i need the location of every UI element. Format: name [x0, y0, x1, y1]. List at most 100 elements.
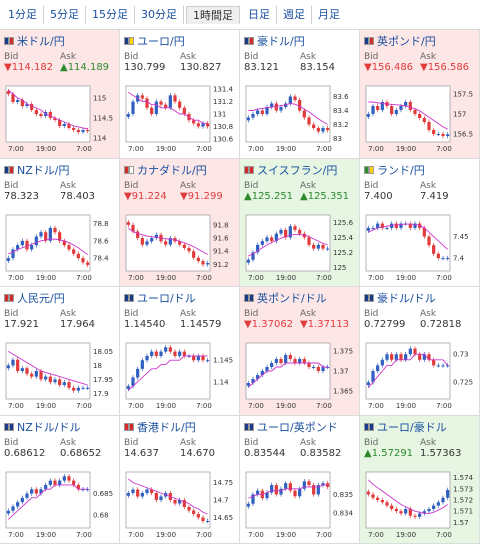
ask-value: 130.827: [180, 62, 222, 73]
pair-card[interactable]: 英ポンド/ドル Bid Ask ▼1.37062 ▼1.37113 1.375 1.37 1.…: [240, 287, 360, 416]
pair-title[interactable]: NZドル/ドル: [4, 420, 80, 434]
y-tick-label: 91.8: [213, 221, 229, 229]
pair-name: ユーロ/円: [137, 35, 185, 48]
candle-body: [16, 244, 20, 249]
pair-title[interactable]: ユーロ/英ポンド: [244, 420, 338, 434]
candle-body: [251, 379, 255, 383]
ask-value: ▼1.37113: [300, 319, 350, 330]
candle-body: [279, 107, 283, 111]
bid-label: Bid: [4, 52, 19, 62]
y-tick-label: 83.6: [333, 93, 349, 101]
candle-body: [44, 376, 48, 380]
candle-body: [394, 508, 398, 511]
ask-label: Ask: [180, 309, 197, 319]
candle-body: [196, 513, 200, 517]
candle-body: [288, 355, 292, 359]
pair-card[interactable]: カナダドル/円 Bid Ask ▼91.224 ▼91.299 91.8 91.6 91.4 9…: [120, 158, 240, 287]
pair-title[interactable]: 人民元/円: [4, 291, 65, 305]
candle-body: [25, 493, 29, 498]
candle-body: [20, 240, 24, 245]
pair-title[interactable]: 豪ドル/円: [244, 34, 305, 48]
candle-body: [366, 114, 370, 117]
candle-body: [270, 484, 274, 493]
pair-title[interactable]: カナダドル/円: [124, 163, 207, 177]
y-tick-label: 14.75: [213, 479, 233, 487]
candle-body: [366, 491, 370, 494]
x-tick-label: 7:00: [76, 402, 92, 410]
candle-body: [293, 359, 297, 363]
y-tick-label: 125.6: [333, 218, 354, 226]
y-tick-label: 78.6: [93, 237, 109, 245]
pair-card[interactable]: 英ポンド/円 Bid Ask ▼156.486 ▼156.586 157.5 157 156.…: [360, 30, 480, 159]
candle-body: [150, 237, 154, 241]
candle-body: [58, 231, 62, 241]
tab-1[interactable]: 5分足: [44, 5, 86, 24]
pair-card[interactable]: 人民元/円 Bid Ask 17.921 17.964 18.05 18 17.95 17.9 7…: [0, 287, 120, 416]
y-tick-label: 91.2: [213, 260, 229, 268]
tab-5[interactable]: 日足: [242, 5, 277, 24]
candle-body: [178, 240, 182, 245]
chart-frame: [365, 342, 451, 400]
candle-body: [150, 107, 154, 114]
price-chart: 157.5 157 156.5 7:00 19:00 7:00: [364, 84, 476, 154]
moving-average-line: [368, 223, 448, 250]
ask-label: Ask: [60, 437, 77, 448]
pair-card[interactable]: NZドル/ドル Bid Ask 0.68612 0.68652 0.685 0.68 7:00…: [0, 415, 120, 544]
candle-body: [436, 253, 440, 258]
tab-7[interactable]: 月足: [318, 7, 340, 21]
candle-body: [159, 496, 163, 500]
moving-average-line: [128, 478, 208, 514]
x-tick-label: 7:00: [76, 531, 92, 539]
x-tick-label: 19:00: [36, 145, 56, 153]
pair-card[interactable]: 豪ドル/円 Bid Ask 83.121 83.154 83.6 83.4 83.2 83 7:0…: [240, 30, 360, 159]
bid-value: 78.323: [4, 190, 39, 202]
pair-title[interactable]: ユーロ/円: [124, 34, 185, 48]
candle-body: [446, 134, 450, 136]
y-tick-label: 83.2: [333, 121, 349, 129]
bid-label: Bid: [124, 180, 139, 191]
candle-body: [34, 236, 38, 245]
tab-3[interactable]: 30分足: [135, 5, 184, 24]
pair-title[interactable]: 英ポンド/ドル: [244, 291, 327, 305]
pair-title[interactable]: ランド/円: [364, 163, 425, 177]
pair-card[interactable]: NZドル/円 Bid Ask 78.323 78.403 78.8 78.6 78.4 7:00…: [0, 158, 120, 287]
pair-card[interactable]: ユーロ/豪ドル Bid Ask ▲1.57291 1.57363 1.574 1.573 1.…: [360, 415, 480, 544]
tab-2[interactable]: 15分足: [86, 5, 135, 24]
y-tick-label: 18.05: [93, 348, 113, 356]
pair-title[interactable]: 豪ドル/ドル: [364, 291, 436, 305]
tab-0[interactable]: 1分足: [2, 5, 44, 24]
candle-body: [408, 102, 412, 110]
candle-body: [168, 95, 172, 108]
pair-title[interactable]: ユーロ/豪ドル: [364, 420, 447, 434]
candle-body: [399, 223, 403, 228]
tab-6[interactable]: 週足: [277, 5, 312, 24]
pair-title[interactable]: 香港ドル/円: [124, 420, 196, 434]
pair-card[interactable]: ユーロ/円 Bid Ask 130.799 130.827 131.4 131.2 131 13…: [120, 30, 240, 159]
pair-card[interactable]: ユーロ/英ポンド Bid Ask 0.83544 0.83582 0.835 0.834 7:…: [240, 415, 360, 544]
pair-card[interactable]: ランド/円 Bid Ask 7.400 7.419 7.45 7.4 7:00 19:00 7:0…: [360, 158, 480, 287]
pair-card[interactable]: 米ドル/円 Bid Ask ▼114.182 ▲114.189 115 114.5 114 7:…: [0, 30, 120, 159]
candle-body: [302, 359, 306, 363]
ask-label: Ask: [180, 437, 197, 448]
pair-title[interactable]: 米ドル/円: [4, 34, 65, 48]
pair-card[interactable]: ユーロ/ドル Bid Ask 1.14540 1.14579 1.145 1.14 7:00 1…: [120, 287, 240, 416]
price-chart: 78.8 78.6 78.4 7:00 19:00 7:00: [4, 213, 116, 283]
candle-body: [76, 484, 80, 489]
pair-card[interactable]: 豪ドル/ドル Bid Ask 0.72799 0.72818 0.73 0.725 7:00 1…: [360, 287, 480, 416]
y-tick-label: 130.8: [213, 123, 233, 131]
pair-title[interactable]: 英ポンド/円: [364, 34, 436, 48]
chart-frame: [5, 471, 91, 528]
pair-card[interactable]: スイスフラン/円 Bid Ask ▲125.251 ▲125.351 125.6 125.4…: [240, 158, 360, 287]
pair-title[interactable]: スイスフラン/円: [244, 163, 337, 177]
pair-title[interactable]: NZドル/円: [4, 163, 69, 177]
candle-body: [173, 351, 177, 356]
pair-name: 英ポンド/円: [377, 35, 436, 48]
tab-4[interactable]: 1時間足: [186, 5, 240, 24]
ask-value: ▲125.351: [300, 190, 350, 202]
candle-body: [72, 248, 76, 254]
moving-average-line: [8, 238, 88, 255]
pair-card[interactable]: 香港ドル/円 Bid Ask 14.637 14.670 14.75 14.7 14.65 7:…: [120, 415, 240, 544]
y-tick-label: 78.8: [93, 220, 109, 228]
pair-title[interactable]: ユーロ/ドル: [124, 291, 196, 305]
pair-name: 豪ドル/ドル: [377, 292, 436, 305]
